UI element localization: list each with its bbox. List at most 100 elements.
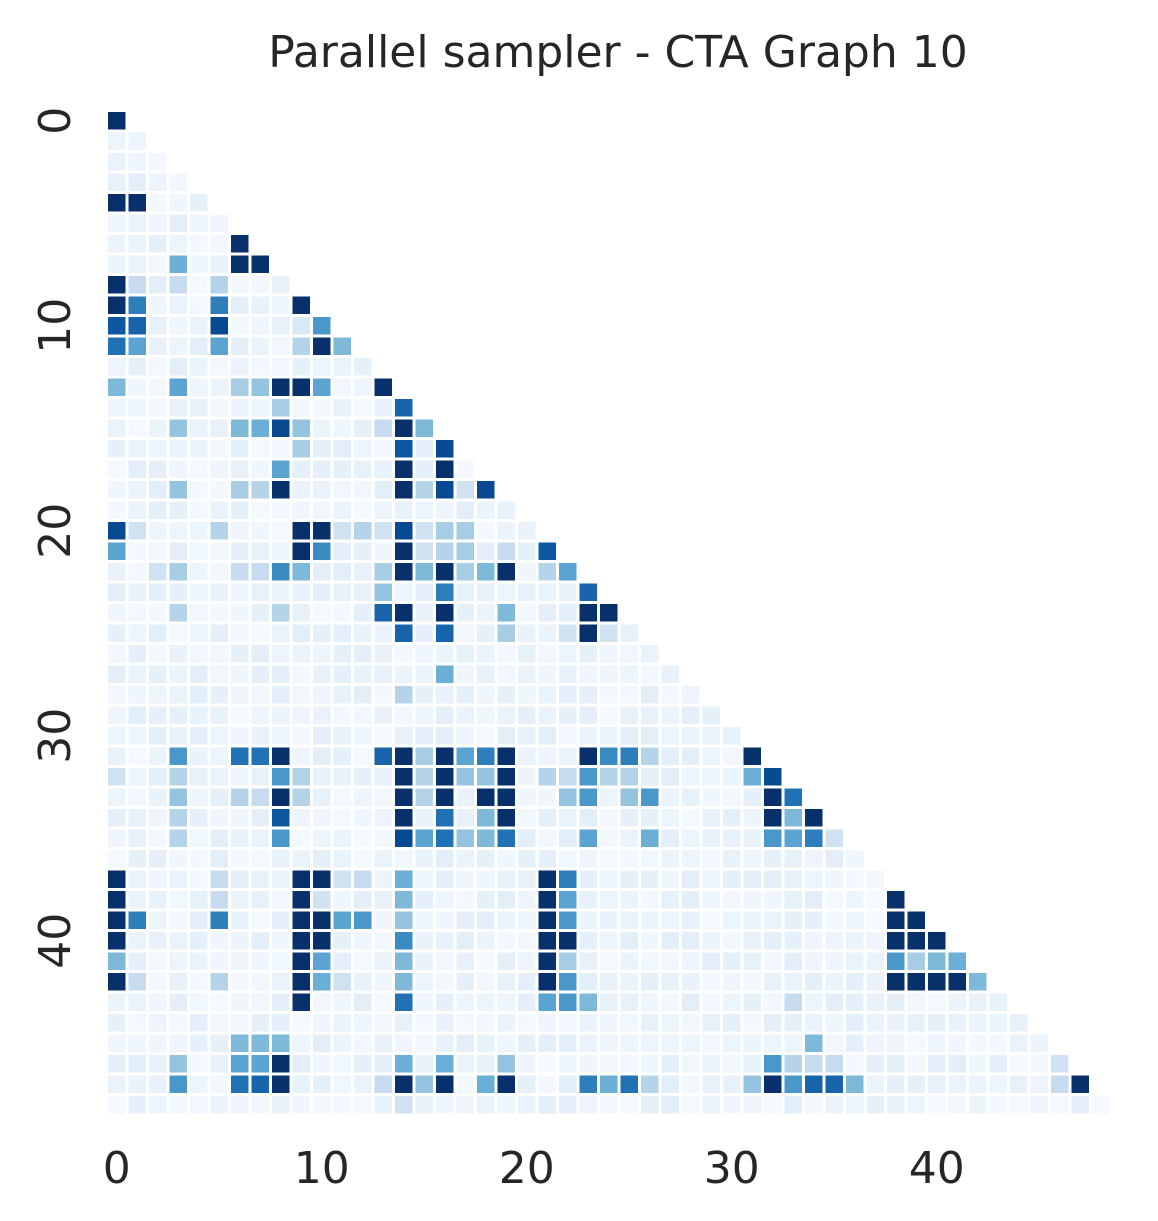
heatmap-cell <box>559 891 577 909</box>
heatmap-cell <box>354 563 372 581</box>
heatmap-cell <box>497 932 515 950</box>
heatmap-cell <box>149 501 167 519</box>
heatmap-cell <box>969 1075 987 1093</box>
heatmap-cell <box>702 850 720 868</box>
heatmap-cell <box>210 460 228 478</box>
heatmap-cell <box>682 1075 700 1093</box>
heatmap-cell <box>128 973 146 991</box>
heatmap-cell <box>292 788 310 806</box>
heatmap-cell <box>251 973 269 991</box>
heatmap-cell <box>538 829 556 847</box>
heatmap-cell <box>846 1034 864 1052</box>
heatmap-cell <box>518 645 536 663</box>
heatmap-cell <box>620 1096 638 1114</box>
heatmap-cell <box>538 788 556 806</box>
heatmap-cell <box>620 850 638 868</box>
heatmap-cell <box>538 952 556 970</box>
heatmap-cell <box>743 1055 761 1073</box>
heatmap-cell <box>518 768 536 786</box>
heatmap-cell <box>600 624 618 642</box>
heatmap-cell <box>764 932 782 950</box>
heatmap-cell <box>969 1014 987 1032</box>
heatmap-cell <box>928 952 946 970</box>
heatmap-cell <box>743 829 761 847</box>
heatmap-cell <box>518 604 536 622</box>
heatmap-cell <box>477 522 495 540</box>
heatmap-cell <box>395 481 413 499</box>
heatmap-cell <box>292 604 310 622</box>
heatmap-cell <box>825 1075 843 1093</box>
heatmap-cell <box>497 788 515 806</box>
heatmap-cell <box>497 665 515 683</box>
heatmap-cell <box>292 460 310 478</box>
heatmap-cell <box>415 501 433 519</box>
heatmap-cell <box>374 378 392 396</box>
heatmap-cell <box>600 911 618 929</box>
heatmap-cell <box>292 1034 310 1052</box>
heatmap-cell <box>395 686 413 704</box>
heatmap-cell <box>682 973 700 991</box>
heatmap-cell <box>1010 1055 1028 1073</box>
heatmap-cell <box>456 686 474 704</box>
heatmap-cell <box>1092 1096 1110 1114</box>
heatmap-cell <box>805 993 823 1011</box>
heatmap-cell <box>272 604 290 622</box>
heatmap-cell <box>374 891 392 909</box>
heatmap-cell <box>128 1014 146 1032</box>
heatmap-cell <box>641 891 659 909</box>
heatmap-cell <box>764 768 782 786</box>
heatmap-cell <box>210 850 228 868</box>
heatmap-cell <box>190 399 208 417</box>
heatmap-cell <box>559 788 577 806</box>
heatmap-cell <box>846 911 864 929</box>
heatmap-cell <box>210 296 228 314</box>
heatmap-cell <box>456 1014 474 1032</box>
heatmap-cell <box>559 952 577 970</box>
heatmap-cell <box>190 952 208 970</box>
heatmap-cell <box>784 1075 802 1093</box>
heatmap-cell <box>395 645 413 663</box>
heatmap-cell <box>579 665 597 683</box>
heatmap-cell <box>866 870 884 888</box>
heatmap-cell <box>846 932 864 950</box>
heatmap-cell <box>292 706 310 724</box>
heatmap-cell <box>128 194 146 212</box>
heatmap-cell <box>231 604 249 622</box>
heatmap-cell <box>292 358 310 376</box>
heatmap-cell <box>149 891 167 909</box>
heatmap-cell <box>272 768 290 786</box>
heatmap-cell <box>887 932 905 950</box>
heatmap-cell <box>108 788 126 806</box>
heatmap-cell <box>620 727 638 745</box>
heatmap-cell <box>415 809 433 827</box>
heatmap-cell <box>395 1055 413 1073</box>
heatmap-cell <box>436 624 454 642</box>
heatmap-cell <box>661 1014 679 1032</box>
heatmap-cell <box>251 399 269 417</box>
heatmap-cell <box>1030 1096 1048 1114</box>
heatmap-cell <box>559 706 577 724</box>
heatmap-cell <box>210 235 228 253</box>
heatmap-cell <box>190 604 208 622</box>
heatmap-cell <box>682 686 700 704</box>
heatmap-cell <box>764 788 782 806</box>
heatmap-cell <box>190 419 208 437</box>
heatmap-cell <box>333 604 351 622</box>
heatmap-cell <box>231 747 249 765</box>
heatmap-cell <box>210 214 228 232</box>
heatmap-cell <box>149 665 167 683</box>
heatmap-cell <box>538 973 556 991</box>
heatmap-cell <box>374 768 392 786</box>
heatmap-cell <box>108 563 126 581</box>
heatmap-cell <box>723 1096 741 1114</box>
heatmap-cell <box>805 911 823 929</box>
heatmap-cell <box>579 727 597 745</box>
heatmap-cell <box>169 932 187 950</box>
heatmap-cell <box>354 891 372 909</box>
heatmap-cell <box>169 214 187 232</box>
heatmap-cell <box>538 747 556 765</box>
heatmap-cell <box>682 768 700 786</box>
heatmap-cell <box>149 706 167 724</box>
heatmap-cell <box>395 973 413 991</box>
heatmap-cell <box>477 768 495 786</box>
